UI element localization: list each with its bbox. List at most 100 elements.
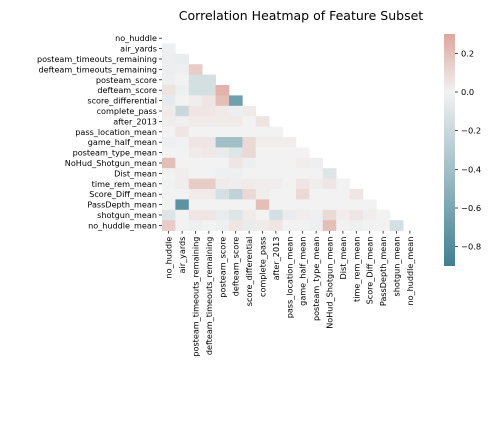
heatmap-cell <box>188 147 203 159</box>
heatmap-cell <box>269 126 283 138</box>
heatmap-cell <box>202 147 216 159</box>
heatmap-cell <box>175 178 190 190</box>
heatmap-cell <box>162 105 176 117</box>
heatmap-cell <box>336 199 350 211</box>
column-label: pass_location_mean <box>284 237 294 319</box>
heatmap-cell <box>175 157 190 169</box>
heatmap-cell <box>162 168 176 179</box>
heatmap-cell <box>349 189 364 200</box>
heatmap-cell <box>188 220 203 231</box>
heatmap-cell <box>296 157 310 169</box>
heatmap-cell <box>162 85 176 96</box>
heatmap-cell <box>202 189 216 200</box>
heatmap-cell <box>229 220 243 231</box>
heatmap-cell <box>269 157 283 169</box>
heatmap-cell <box>255 189 270 200</box>
heatmap-cell <box>162 199 176 211</box>
heatmap-cell <box>242 116 257 127</box>
heatmap-cell <box>215 137 230 148</box>
heatmap-cell <box>229 189 243 200</box>
column-label: score_differential <box>244 237 254 307</box>
heatmap-cell <box>229 116 243 127</box>
heatmap-cell <box>202 74 216 86</box>
row-label: Dist_mean <box>114 168 157 178</box>
heatmap-cell <box>282 168 297 179</box>
heatmap-cell <box>162 189 176 200</box>
heatmap-cell <box>162 126 176 138</box>
row-label: NoHud_Shotgun_mean <box>65 158 157 168</box>
heatmap-cell <box>336 178 350 190</box>
heatmap-cell <box>242 157 257 169</box>
heatmap-cell <box>322 178 337 190</box>
heatmap-cell <box>269 209 283 221</box>
row-label: no_huddle <box>115 33 157 43</box>
heatmap-cell <box>215 209 230 221</box>
heatmap-cell <box>269 147 283 159</box>
heatmap-cell <box>215 116 230 127</box>
heatmap-cell <box>255 168 270 179</box>
column-labels: no_huddle air_yards posteam_timeouts_remai… <box>164 230 415 357</box>
heatmap-cell <box>188 178 203 190</box>
heatmap-cell <box>296 199 310 211</box>
heatmap-cell <box>282 147 297 159</box>
heatmap-cell <box>175 168 190 179</box>
heatmap-cell <box>242 189 257 200</box>
heatmap-cell <box>188 85 203 96</box>
heatmap-cell <box>175 95 190 107</box>
heatmap-cell <box>215 189 230 200</box>
heatmap-cell <box>269 189 283 200</box>
heatmap-cell <box>188 95 203 107</box>
heatmap-cell <box>229 168 243 179</box>
heatmap-cell <box>309 209 324 221</box>
heatmap-cell <box>255 137 270 148</box>
column-label: defteam_score <box>231 237 241 297</box>
heatmap-cell <box>162 220 176 231</box>
heatmap-cell <box>282 137 297 148</box>
heatmap-cell <box>188 137 203 148</box>
heatmap-cell <box>242 126 257 138</box>
heatmap-cell <box>282 209 297 221</box>
heatmap-cell <box>229 95 243 107</box>
column-label: complete_pass <box>258 237 268 297</box>
heatmap-cell <box>296 189 310 200</box>
heatmap-cell <box>175 220 190 231</box>
heatmap-cell <box>336 220 350 231</box>
heatmap-cell <box>175 199 190 211</box>
heatmap-cell <box>175 137 190 148</box>
row-label: time_rem_mean <box>92 179 157 189</box>
heatmap-cell <box>229 126 243 138</box>
heatmap-cell <box>175 147 190 159</box>
column-label: after_2013 <box>271 237 281 281</box>
heatmap-cell <box>175 85 190 96</box>
heatmap-cell <box>215 199 230 211</box>
heatmap-cell <box>269 178 283 190</box>
heatmap-cell <box>322 220 337 231</box>
heatmap-cell <box>269 220 283 231</box>
heatmap-cells <box>162 43 404 231</box>
row-label: shotgun_mean <box>97 210 157 220</box>
column-label: PassDepth_mean <box>378 237 388 307</box>
colorbar-tick-label: −0.2 <box>461 126 481 136</box>
row-label: defteam_timeouts_remaining <box>38 64 157 74</box>
heatmap-cell <box>282 189 297 200</box>
row-label: pass_location_mean <box>75 127 157 137</box>
heatmap-cell <box>229 209 243 221</box>
row-label: air_yards <box>120 44 157 54</box>
heatmap-cell <box>282 157 297 169</box>
heatmap-cell <box>322 199 337 211</box>
heatmap-cell <box>242 147 257 159</box>
heatmap-cell <box>255 209 270 221</box>
heatmap-cell <box>162 147 176 159</box>
heatmap-cell <box>296 178 310 190</box>
column-label: posteam_timeouts_remaining <box>191 237 201 357</box>
colorbar-tick-label: 0.2 <box>461 48 474 58</box>
heatmap-cell <box>162 116 176 127</box>
heatmap-cell <box>229 105 243 117</box>
chart-title: Correlation Heatmap of Feature Subset <box>179 8 424 23</box>
heatmap-cell <box>282 220 297 231</box>
column-label: Score_Diff_mean <box>365 237 375 305</box>
heatmap-cell <box>229 178 243 190</box>
column-label: air_yards <box>177 237 187 274</box>
heatmap-cell <box>229 157 243 169</box>
heatmap-cell <box>229 199 243 211</box>
